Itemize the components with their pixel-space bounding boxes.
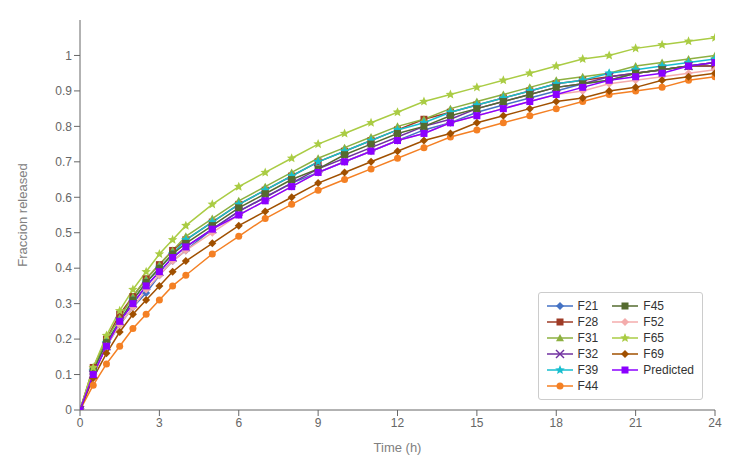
html-text:F39: F39: [577, 363, 599, 377]
html-text:Predicted: Predicted: [643, 363, 694, 377]
svg-text:0: 0: [65, 403, 72, 417]
svg-text:0: 0: [77, 416, 84, 430]
svg-text:0.6: 0.6: [55, 191, 72, 205]
svg-text:9: 9: [315, 416, 322, 430]
svg-text:0.3: 0.3: [55, 297, 72, 311]
html-text:F52: F52: [643, 315, 664, 329]
svg-text:24: 24: [708, 416, 722, 430]
svg-text:3: 3: [156, 416, 163, 430]
svg-text:0.2: 0.2: [55, 332, 72, 346]
html-text:F65: F65: [643, 331, 664, 345]
svg-text:6: 6: [235, 416, 242, 430]
svg-text:0.1: 0.1: [55, 368, 72, 382]
html-text:F69: F69: [643, 347, 664, 361]
html-text:F31: F31: [577, 331, 599, 345]
html-text:F32: F32: [577, 347, 599, 361]
svg-text:0.7: 0.7: [55, 155, 72, 169]
svg-text:0.5: 0.5: [55, 226, 72, 240]
svg-text:Time (h): Time (h): [374, 440, 422, 455]
svg-text:18: 18: [550, 416, 564, 430]
svg-text:0.4: 0.4: [55, 261, 72, 275]
html-text:F45: F45: [643, 299, 664, 313]
svg-text:0.8: 0.8: [55, 120, 72, 134]
svg-text:12: 12: [391, 416, 405, 430]
html-text:F21: F21: [577, 299, 599, 313]
svg-text:1: 1: [65, 49, 72, 63]
svg-text:0.9: 0.9: [55, 84, 72, 98]
svg-text:21: 21: [629, 416, 643, 430]
html-text:F44: F44: [577, 379, 599, 393]
html-text:F28: F28: [577, 315, 599, 329]
svg-text:Fraccion released: Fraccion released: [15, 163, 30, 266]
svg-text:15: 15: [470, 416, 484, 430]
